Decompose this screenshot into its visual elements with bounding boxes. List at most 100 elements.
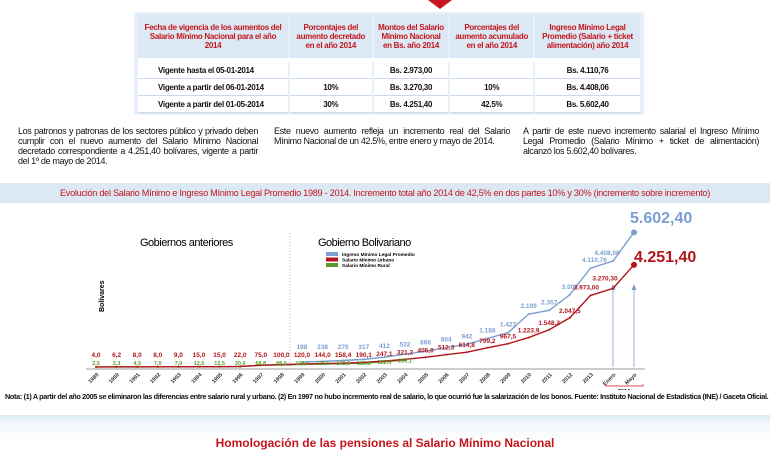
- legend-label: Salario Mínimo Urbano: [342, 258, 394, 264]
- data-label-urbano: 2.047,5: [559, 308, 581, 315]
- data-label-ingreso: 3.004: [562, 284, 579, 291]
- data-point: [589, 294, 592, 297]
- cell: 30%: [290, 96, 372, 113]
- data-label-ingreso: 198: [297, 344, 308, 351]
- x-tick-label: 2004: [397, 372, 411, 386]
- paragraph-patronos: Los patronos y patronas de los sectores …: [18, 126, 258, 166]
- x-group-bracket: [605, 384, 644, 387]
- legend-label: Ingreso Mínimo Legal Promedio: [342, 252, 415, 258]
- data-point: [177, 365, 180, 368]
- x-tick-label: 1995: [211, 372, 224, 385]
- data-label-urbano: 512,3: [438, 345, 455, 352]
- data-label-urbano: 22,0: [234, 352, 247, 359]
- data-point: [218, 365, 221, 368]
- data-point: [465, 343, 468, 346]
- cell: 42.5%: [450, 96, 533, 113]
- data-label-urbano: 1.223,9: [518, 328, 540, 335]
- table-row: Vigente a partir del 01-05-2014 30% Bs. 4.…: [138, 96, 640, 113]
- x-tick-label: 1992: [149, 372, 162, 385]
- legend-swatch: [326, 263, 338, 267]
- table-row: Vigente a partir del 06-01-2014 10% Bs. 3.…: [138, 79, 640, 96]
- data-point: [527, 336, 530, 339]
- data-point: [362, 361, 365, 364]
- x-tick-label: 2002: [355, 372, 368, 385]
- data-label-ingreso: 4.408,06: [594, 250, 620, 257]
- data-point: [527, 313, 530, 316]
- data-point: [424, 356, 427, 359]
- section-label-bolivariano: Gobierno Bolivariano: [318, 237, 411, 249]
- data-label-rural: 156,8: [357, 361, 371, 367]
- cell: Bs. 3.270,30: [373, 79, 449, 96]
- data-label-rural: 120,6: [316, 361, 330, 367]
- data-label-urbano: 4,0: [91, 352, 100, 359]
- data-label-urbano: 799,2: [479, 338, 496, 345]
- data-label-rural: 12,5: [194, 361, 205, 367]
- data-point: [568, 316, 571, 319]
- data-point: [301, 361, 303, 364]
- data-point: [362, 358, 365, 361]
- x-tick-label: 2008: [479, 372, 492, 385]
- data-point: [95, 365, 97, 368]
- data-point: [404, 353, 406, 356]
- data-label-urbano: 144,0: [314, 352, 331, 359]
- data-label-rural: 2,5: [92, 361, 100, 367]
- salary-table: Fecha de vigencia de los aumentos del Sa…: [134, 12, 644, 115]
- data-point: [507, 331, 509, 334]
- data-label-ingreso: 2.357: [541, 299, 558, 306]
- data-label-urbano: 614,8: [459, 342, 476, 349]
- data-point: [424, 350, 427, 353]
- x-group-label: 2014: [618, 389, 631, 390]
- data-point: [239, 365, 242, 368]
- data-label-rural: 3,3: [113, 361, 121, 367]
- data-point: [383, 356, 386, 359]
- data-point: [465, 351, 468, 354]
- data-point: [301, 363, 303, 366]
- data-point: [445, 353, 448, 356]
- data-label-ingreso: 270: [338, 344, 349, 351]
- data-label-urbano: 6,2: [112, 352, 121, 359]
- header-date: Fecha de vigencia de los aumentos del Sa…: [138, 14, 288, 58]
- data-label-ingreso: 804: [441, 337, 452, 344]
- data-label-rural: 108,0: [295, 361, 309, 367]
- cell: Bs. 4.110,76: [535, 62, 640, 79]
- header-pct-decreed: Porcentajes del aumento decretado en el …: [290, 14, 372, 58]
- x-tick-label: 1993: [170, 372, 183, 385]
- data-label-ingreso: 4.110,76: [582, 257, 607, 264]
- cell: Bs. 2.973,00: [373, 62, 449, 79]
- x-tick-label: 2012: [561, 372, 574, 385]
- data-label-ingreso: 532: [400, 341, 411, 348]
- table-row: Vigente hasta el 05-01-2014 Bs. 2.973,00 B…: [138, 62, 640, 79]
- x-tick-label: 2011: [541, 372, 554, 385]
- x-tick-label: 2003: [376, 372, 389, 385]
- x-tick-label: 2000: [314, 372, 327, 385]
- data-label-urbano: 3.270,30: [592, 275, 618, 282]
- cell: Bs. 5.602,40: [535, 96, 640, 113]
- data-label-ingreso: 238: [317, 344, 328, 351]
- data-label-urbano: 247,1: [376, 351, 393, 358]
- data-label-rural: 4,5: [133, 361, 141, 367]
- arrow-up-icon: [631, 284, 637, 290]
- cell: 10%: [290, 79, 372, 96]
- data-label-ingreso: 1.188: [479, 327, 496, 334]
- data-point: [612, 287, 614, 290]
- data-point: [589, 267, 592, 270]
- y-axis-label: Bolívares: [99, 280, 106, 312]
- x-tick-label: 2006: [438, 372, 451, 385]
- data-point: [548, 309, 551, 312]
- data-point: [156, 365, 159, 368]
- chart-title: Evolución del Salario Mínimo e Ingreso M…: [0, 183, 770, 203]
- legend-swatch: [326, 252, 338, 256]
- data-label-rural: 142,6: [336, 361, 350, 367]
- cell: Vigente a partir del 01-05-2014: [138, 96, 288, 113]
- next-section-title: Homologación de las pensiones al Salario…: [215, 436, 555, 450]
- data-point: [115, 365, 118, 368]
- data-label-urbano: 190,1: [356, 352, 373, 359]
- data-label-ingreso: 660: [420, 339, 431, 346]
- data-point: [321, 360, 324, 363]
- header-amount: Montos del Salario Mínimo Nacional en Bs…: [373, 14, 449, 58]
- top-arrow-icon: [428, 0, 452, 9]
- data-label-urbano: 321,2: [397, 349, 414, 356]
- data-label-ingreso: 1.427: [500, 322, 517, 329]
- header-pct-accum: Porcentajes del aumento acumulado en el …: [450, 14, 533, 58]
- legend-label: Salario Mínimo Rural: [342, 263, 390, 269]
